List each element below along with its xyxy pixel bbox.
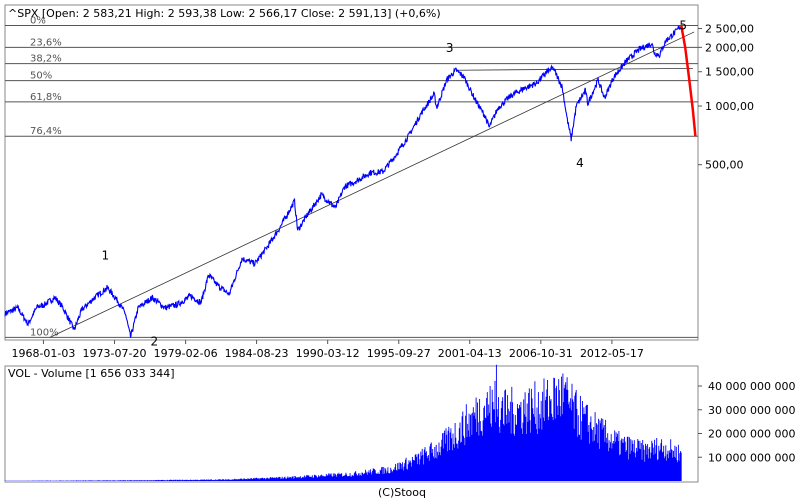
price-y-axis: 2 500,00 2 000,00 1 500,00 1 000,00 500,00 bbox=[698, 22, 754, 172]
price-series bbox=[4, 25, 697, 338]
x-tick-label-1: 1973-07-20 bbox=[83, 347, 147, 360]
fib-label-4: 61,8% bbox=[30, 92, 62, 103]
footer-credit: (C)Stooq bbox=[378, 486, 426, 499]
x-tick-label-6: 2001-04-13 bbox=[438, 347, 502, 360]
volume-header: VOL - Volume [1 656 033 344] bbox=[8, 367, 175, 380]
x-tick-label-4: 1990-03-12 bbox=[296, 347, 360, 360]
y-tick-label-3: 1 000,00 bbox=[705, 100, 754, 113]
vol-y-tick-label-3: 10 000 000 000 bbox=[708, 451, 795, 464]
y-tick-label-4: 500,00 bbox=[705, 159, 744, 172]
y-tick-label-1: 2 000,00 bbox=[705, 41, 754, 54]
volume-bars bbox=[4, 364, 682, 481]
wave-label-5: 5 bbox=[679, 18, 687, 32]
wave-label-4: 4 bbox=[576, 156, 584, 170]
volume-bars-path bbox=[4, 364, 682, 481]
wave-labels: 1 2 3 4 5 bbox=[101, 18, 687, 348]
date-x-axis: 1968-01-03 1973-07-20 1979-02-06 1984-08-23… bbox=[11, 340, 644, 360]
fib-label-3: 50% bbox=[30, 71, 52, 82]
volume-panel-frame bbox=[4, 365, 699, 483]
trendline-1 bbox=[455, 68, 693, 71]
wave-label-2: 2 bbox=[151, 334, 159, 348]
y-tick-label-0: 2 500,00 bbox=[705, 22, 754, 35]
x-tick-label-2: 1979-02-06 bbox=[154, 347, 218, 360]
trendline-0 bbox=[49, 31, 695, 338]
vol-y-tick-label-0: 40 000 000 000 bbox=[708, 380, 795, 393]
wave-label-3: 3 bbox=[446, 41, 454, 55]
x-tick-label-8: 2012-05-17 bbox=[580, 347, 644, 360]
x-tick-label-0: 1968-01-03 bbox=[11, 347, 75, 360]
fib-label-2: 38,2% bbox=[30, 54, 62, 65]
trendlines bbox=[49, 31, 695, 338]
fib-label-5: 76,4% bbox=[30, 126, 62, 137]
x-tick-label-5: 1995-09-27 bbox=[367, 347, 431, 360]
fibonacci-levels: 0% 23,6% 38,2% 50% 61,8% 76,4% 100% bbox=[5, 15, 698, 338]
price-header: ^SPX [Open: 2 583,21 High: 2 593,38 Low:… bbox=[8, 7, 441, 20]
wave-label-1: 1 bbox=[101, 249, 109, 263]
projection-line bbox=[680, 25, 697, 137]
fib-label-6: 100% bbox=[30, 327, 59, 338]
volume-y-axis: 40 000 000 000 30 000 000 000 20 000 000 0… bbox=[698, 380, 795, 464]
price-panel-frame bbox=[4, 4, 699, 341]
fib-label-0: 0% bbox=[30, 15, 46, 26]
vol-y-tick-label-1: 30 000 000 000 bbox=[708, 404, 795, 417]
x-tick-label-3: 1984-08-23 bbox=[225, 347, 289, 360]
vol-y-tick-label-2: 20 000 000 000 bbox=[708, 428, 795, 441]
y-tick-label-2: 1 500,00 bbox=[705, 66, 754, 79]
fib-label-1: 23,6% bbox=[30, 37, 62, 48]
price-line bbox=[4, 25, 682, 338]
x-tick-label-7: 2006-10-31 bbox=[509, 347, 573, 360]
